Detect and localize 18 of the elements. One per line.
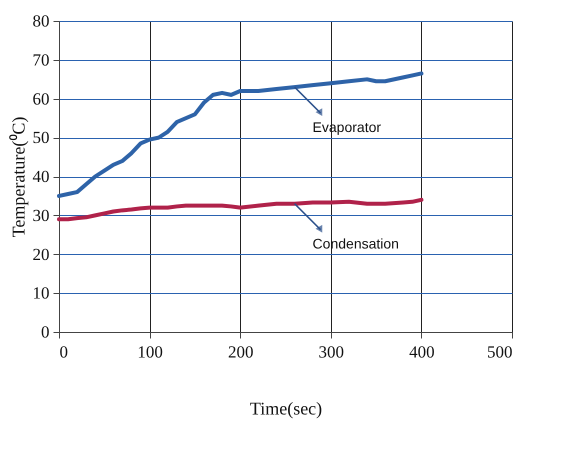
y-tick-label: 20 bbox=[32, 244, 50, 264]
y-tick-label: 10 bbox=[32, 284, 50, 303]
x-tick-label: 200 bbox=[228, 342, 254, 362]
y-tick-label: 70 bbox=[32, 50, 50, 70]
y-tick-label: 80 bbox=[32, 12, 50, 30]
y-tick-label: 40 bbox=[32, 167, 50, 186]
line-series bbox=[57, 198, 424, 222]
x-tick-label: 400 bbox=[409, 342, 435, 362]
x-tick-label: 300 bbox=[318, 342, 344, 362]
y-tick-label: 60 bbox=[32, 89, 50, 108]
x-tick-label: 500 bbox=[487, 342, 512, 362]
y-tick-label: 50 bbox=[32, 128, 50, 148]
x-axis-title: Time(sec) bbox=[250, 398, 322, 418]
x-tick-label: 100 bbox=[137, 342, 163, 362]
y-tick-label: 30 bbox=[32, 206, 50, 225]
y-tick-label: 0 bbox=[41, 322, 50, 342]
x-tick-label: 0 bbox=[60, 342, 68, 362]
y-axis-title: Temperature(⁰C) bbox=[8, 116, 28, 238]
